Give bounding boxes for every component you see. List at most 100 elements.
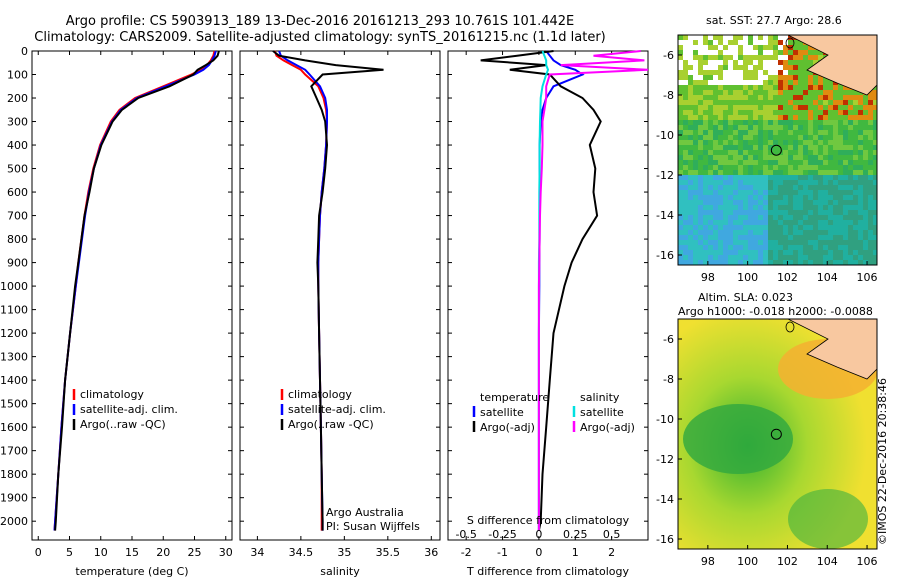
sst-cell bbox=[773, 130, 778, 135]
sst-cell bbox=[813, 225, 818, 230]
sst-cell bbox=[808, 195, 813, 200]
sst-cell bbox=[723, 165, 728, 170]
sst-cell bbox=[873, 185, 877, 190]
sst-cell bbox=[733, 255, 738, 260]
sst-cell bbox=[693, 175, 698, 180]
sst-cell bbox=[793, 85, 798, 90]
sst-cell bbox=[773, 60, 778, 65]
sst-cell bbox=[773, 50, 778, 55]
sst-cell bbox=[783, 160, 788, 165]
sst-cell bbox=[768, 175, 773, 180]
sst-cell bbox=[713, 85, 718, 90]
sst-cell bbox=[858, 230, 863, 235]
sst-cell bbox=[748, 75, 753, 80]
sst-cell bbox=[743, 180, 748, 185]
sst-cell bbox=[698, 70, 703, 75]
sst-cell bbox=[818, 95, 823, 100]
sst-cell bbox=[678, 110, 683, 115]
sst-cell bbox=[763, 45, 768, 50]
sst-cell bbox=[718, 145, 723, 150]
sst-cell bbox=[763, 65, 768, 70]
sst-cell bbox=[748, 260, 753, 265]
sst-cell bbox=[678, 245, 683, 250]
sst-cell bbox=[703, 205, 708, 210]
sst-cell bbox=[788, 245, 793, 250]
sst-cell bbox=[788, 220, 793, 225]
sst-cell bbox=[783, 105, 788, 110]
sst-cell bbox=[868, 205, 873, 210]
sst-cell bbox=[688, 235, 693, 240]
sst-cell bbox=[873, 90, 877, 95]
sst-cell bbox=[858, 170, 863, 175]
sst-cell bbox=[693, 140, 698, 145]
sst-cell bbox=[788, 260, 793, 265]
sst-cell bbox=[773, 110, 778, 115]
sst-cell bbox=[778, 155, 783, 160]
sst-cell bbox=[848, 200, 853, 205]
sst-cell bbox=[713, 115, 718, 120]
sst-cell bbox=[703, 45, 708, 50]
sst-cell bbox=[753, 175, 758, 180]
sst-cell bbox=[853, 120, 858, 125]
sst-cell bbox=[683, 195, 688, 200]
sst-cell bbox=[713, 35, 718, 40]
sst-cell bbox=[728, 215, 733, 220]
sst-cell bbox=[838, 110, 843, 115]
sst-cell bbox=[738, 60, 743, 65]
sst-cell bbox=[723, 240, 728, 245]
sst-cell bbox=[683, 155, 688, 160]
sst-cell bbox=[723, 205, 728, 210]
sst-cell bbox=[853, 180, 858, 185]
sst-cell bbox=[863, 115, 868, 120]
sst-cell bbox=[723, 150, 728, 155]
diff-axes-frame bbox=[447, 50, 649, 541]
sst-cell bbox=[728, 95, 733, 100]
sst-cell bbox=[823, 115, 828, 120]
sst-cell bbox=[733, 40, 738, 45]
sst-cell bbox=[753, 110, 758, 115]
sst-cell bbox=[743, 135, 748, 140]
sst-cell bbox=[818, 100, 823, 105]
sst-cell bbox=[848, 95, 853, 100]
sst-cell bbox=[838, 210, 843, 215]
sst-cell bbox=[738, 85, 743, 90]
sst-cell bbox=[713, 220, 718, 225]
sst-cell bbox=[763, 115, 768, 120]
sst-cell bbox=[763, 175, 768, 180]
sst-cell bbox=[733, 260, 738, 265]
sst-cell bbox=[703, 55, 708, 60]
sst-cell bbox=[843, 130, 848, 135]
sst-cell bbox=[868, 240, 873, 245]
diff-legend-label: Argo(-adj) bbox=[580, 421, 635, 434]
sst-cell bbox=[773, 235, 778, 240]
sst-cell bbox=[718, 120, 723, 125]
sst-cell bbox=[748, 160, 753, 165]
sst-cell bbox=[783, 200, 788, 205]
sst-cell bbox=[868, 120, 873, 125]
sst-cell bbox=[838, 215, 843, 220]
sst-cell bbox=[783, 140, 788, 145]
sst-cell bbox=[698, 150, 703, 155]
sst-cell bbox=[688, 190, 693, 195]
sst-cell bbox=[698, 90, 703, 95]
sst-cell bbox=[838, 250, 843, 255]
sst-cell bbox=[833, 220, 838, 225]
sst-cell bbox=[868, 190, 873, 195]
sst-cell bbox=[713, 170, 718, 175]
depth-tick-label: 1100 bbox=[0, 304, 28, 317]
sst-cell bbox=[783, 40, 788, 45]
sst-cell bbox=[813, 170, 818, 175]
sst-cell bbox=[703, 140, 708, 145]
sst-cell bbox=[703, 245, 708, 250]
sst-cell bbox=[793, 245, 798, 250]
sst-cell bbox=[838, 205, 843, 210]
sst-cell bbox=[793, 45, 798, 50]
sst-cell bbox=[703, 195, 708, 200]
sst-cell bbox=[703, 155, 708, 160]
sst-ytick-label: -16 bbox=[656, 249, 674, 262]
sst-cell bbox=[713, 65, 718, 70]
sst-cell bbox=[808, 165, 813, 170]
sst-cell bbox=[678, 235, 683, 240]
sst-cell bbox=[743, 215, 748, 220]
sst-cell bbox=[753, 115, 758, 120]
